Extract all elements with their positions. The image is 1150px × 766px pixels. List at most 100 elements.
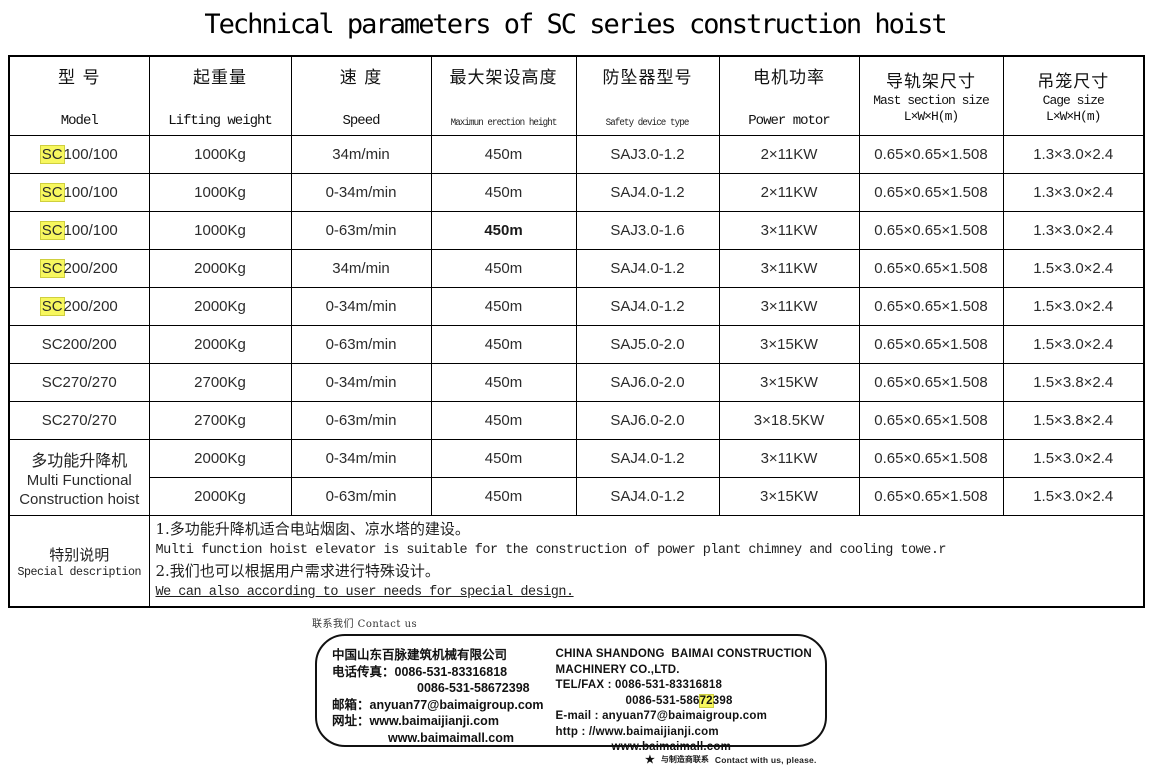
cell-model: SC200/200	[8, 325, 150, 364]
cell-speed: 34m/min	[290, 135, 432, 174]
col-header-cage-size: 吊笼尺寸 Cage size L×W×H(m)	[1002, 55, 1145, 136]
cell-speed: 0-63m/min	[290, 401, 432, 440]
special-content-cell: 1.多功能升降机适合电站烟囱、凉水塔的建设。 Multi function ho…	[148, 515, 1145, 608]
header-speed-en: Speed	[342, 113, 380, 129]
cell-mast: 0.65×0.65×1.508	[858, 363, 1004, 402]
cell-model: SC100/100	[8, 173, 150, 212]
cell-cage: 1.5×3.0×2.4	[1002, 439, 1145, 478]
col-header-model: 型 号 Model	[8, 55, 150, 136]
table-row-multi-2: 2000Kg 0-63m/min 450m SAJ4.0-1.2 3×15KW …	[9, 477, 1145, 516]
multi-model-en1: Multi Functional	[26, 471, 132, 489]
cell-model: SC100/100	[8, 211, 150, 250]
cell-safety: SAJ3.0-1.2	[575, 135, 720, 174]
cell-mast: 0.65×0.65×1.508	[858, 287, 1004, 326]
cell-safety: SAJ5.0-2.0	[575, 325, 720, 364]
cell-height: 450m	[430, 211, 577, 250]
cell-speed: 0-34m/min	[290, 287, 432, 326]
contact-chinese-column: 中国山东百脉建筑机械有限公司 电话传真：0086-531-83316818 00…	[332, 647, 544, 745]
cell-speed: 0-63m/min	[290, 325, 432, 364]
model-rest: 100/100	[63, 222, 118, 239]
header-safety-en: Safety device type	[606, 118, 690, 129]
contact-us-label: 联系我们 Contact us	[312, 619, 418, 630]
special-line2-en: We can also according to user needs for …	[155, 585, 575, 600]
cell-height: 450m	[430, 325, 577, 364]
cell-cage: 1.5×3.8×2.4	[1002, 363, 1145, 402]
model-rest: 200/200	[62, 336, 117, 353]
special-label-zh: 特别说明	[49, 545, 110, 564]
special-line1-en: Multi function hoist elevator is suitabl…	[155, 543, 947, 558]
table-row: SC200/200 2000Kg 0-34m/min 450m SAJ4.0-1…	[8, 287, 1145, 326]
model-rest: 270/270	[62, 412, 117, 429]
cell-weight: 2000Kg	[148, 477, 292, 516]
table-row: SC200/200 2000Kg 0-63m/min 450m SAJ5.0-2…	[8, 325, 1145, 364]
header-row: 型 号 Model 起重量 Lifting weight 速 度 Speed 最…	[8, 55, 1145, 136]
cell-weight: 2000Kg	[148, 287, 292, 326]
table-row: SC100/100 1000Kg 0-63m/min 450m SAJ3.0-1…	[8, 211, 1145, 250]
header-motor-en: Power motor	[748, 113, 830, 129]
cell-weight: 2000Kg	[148, 439, 292, 478]
header-weight-en: Lifting weight	[168, 113, 273, 129]
cell-motor: 3×18.5KW	[718, 401, 860, 440]
header-speed-zh: 速 度	[339, 68, 383, 88]
header-height-en: Maximun erection height	[450, 118, 558, 129]
cell-cage: 1.3×3.0×2.4	[1002, 173, 1145, 212]
model-highlight: SC	[40, 222, 64, 239]
website-en-2: www.baimaimall.com	[611, 741, 732, 753]
cell-height: 450m	[430, 477, 577, 516]
cell-safety: SAJ4.0-1.2	[575, 249, 720, 288]
model-rest: 100/100	[63, 146, 118, 163]
cell-speed: 0-34m/min	[290, 173, 432, 212]
contact-box: 中国山东百脉建筑机械有限公司 电话传真：0086-531-83316818 00…	[315, 634, 827, 753]
cell-speed: 0-34m/min	[290, 363, 432, 402]
special-description-row: 特别说明 Special description 1.多功能升降机适合电站烟囱、…	[8, 515, 1145, 608]
telfax-en-2: 0086-531-58672398	[556, 694, 812, 710]
header-motor-zh: 电机功率	[753, 68, 825, 88]
cell-cage: 1.3×3.0×2.4	[1002, 135, 1145, 174]
cell-height: 450m	[430, 173, 577, 212]
header-safety-zh: 防坠器型号	[602, 68, 693, 88]
cell-cage: 1.5×3.0×2.4	[1002, 325, 1145, 364]
website-cn-1: 网址：www.baimaijianji.com	[332, 714, 499, 728]
cell-mast: 0.65×0.65×1.508	[858, 401, 1004, 440]
company-name-cn: 中国山东百脉建筑机械有限公司	[332, 648, 508, 662]
cell-model: SC200/200	[8, 249, 150, 288]
cell-weight: 2700Kg	[148, 401, 292, 440]
cell-safety: SAJ4.0-1.2	[575, 173, 720, 212]
col-header-power-motor: 电机功率 Power motor	[718, 55, 860, 136]
model-highlight: SC	[40, 146, 64, 163]
cell-height: 450m	[430, 287, 577, 326]
cell-model: SC100/100	[8, 135, 150, 174]
cell-weight: 1000Kg	[148, 135, 292, 174]
cell-height: 450m	[430, 401, 577, 440]
col-header-speed: 速 度 Speed	[290, 55, 432, 136]
model-prefix: SC	[41, 374, 63, 391]
special-line2-zh: 2.我们也可以根据用户需求进行特殊设计。	[155, 562, 440, 580]
footer-en: Contact with us, please.	[714, 754, 817, 765]
cell-motor: 3×11KW	[718, 211, 860, 250]
special-line1-zh: 1.多功能升降机适合电站烟囱、凉水塔的建设。	[155, 520, 470, 538]
footer-zh: 与制造商联系	[660, 754, 709, 764]
model-highlight: SC	[40, 184, 64, 201]
col-header-lifting-weight: 起重量 Lifting weight	[148, 55, 292, 136]
col-header-safety-device: 防坠器型号 Safety device type	[575, 55, 720, 136]
cell-height: 450m	[430, 363, 577, 402]
header-cage-sub: L×W×H(m)	[1046, 108, 1101, 124]
cell-height: 450m	[430, 249, 577, 288]
cell-cage: 1.5×3.0×2.4	[1002, 287, 1145, 326]
cell-safety: SAJ6.0-2.0	[575, 401, 720, 440]
cell-weight: 2000Kg	[148, 325, 292, 364]
cell-cage: 1.5×3.0×2.4	[1002, 249, 1145, 288]
cell-motor: 3×15KW	[718, 325, 860, 364]
telfax-cn-2: 0086-531-58672398	[417, 681, 530, 695]
cell-height: 450m	[430, 135, 577, 174]
cell-motor: 3×11KW	[718, 287, 860, 326]
cell-weight: 1000Kg	[148, 173, 292, 212]
table-row: SC100/100 1000Kg 34m/min 450m SAJ3.0-1.2…	[8, 135, 1145, 174]
page-title: Technical parameters of SC series constr…	[204, 9, 947, 40]
multi-model-zh: 多功能升降机	[31, 450, 128, 470]
cell-motor: 2×11KW	[718, 135, 860, 174]
cell-motor: 3×15KW	[718, 363, 860, 402]
website-en-1: http : //www.baimaijianji.com	[555, 725, 719, 738]
cell-speed: 0-34m/min	[290, 439, 432, 478]
telfax-en-2-highlight: 72	[699, 694, 713, 707]
